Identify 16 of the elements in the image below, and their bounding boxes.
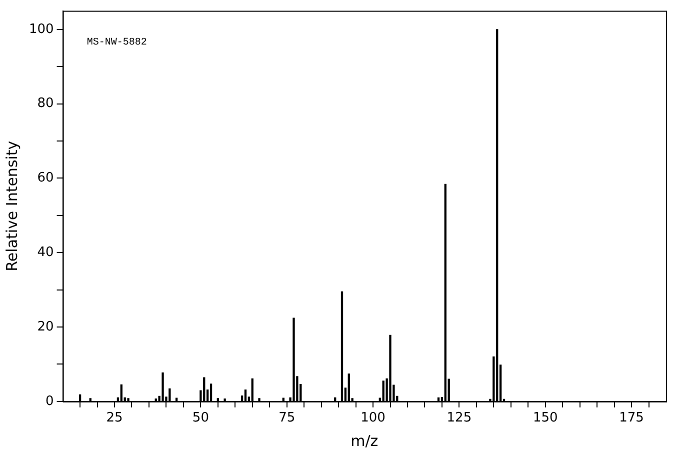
y-axis-title: Relative Intensity bbox=[2, 140, 21, 272]
y-tick-label: 60 bbox=[37, 170, 54, 186]
y-tick-label: 80 bbox=[37, 96, 54, 112]
x-tick-label: 75 bbox=[278, 410, 296, 426]
x-tick-label: 50 bbox=[192, 410, 209, 426]
y-tick-label: 100 bbox=[28, 22, 54, 37]
x-tick-label: 25 bbox=[106, 410, 123, 426]
y-tick-label: 20 bbox=[37, 319, 54, 334]
y-tick-label: 0 bbox=[46, 394, 54, 409]
x-tick-label: 150 bbox=[532, 410, 558, 426]
x-tick-label: 125 bbox=[446, 410, 472, 426]
x-tick-label: 175 bbox=[619, 410, 644, 426]
x-tick-label: 100 bbox=[360, 410, 386, 426]
y-tick-label: 40 bbox=[37, 244, 54, 260]
annotation: MS-NW-5882 bbox=[86, 37, 147, 48]
x-axis-title: m/z bbox=[350, 432, 378, 450]
